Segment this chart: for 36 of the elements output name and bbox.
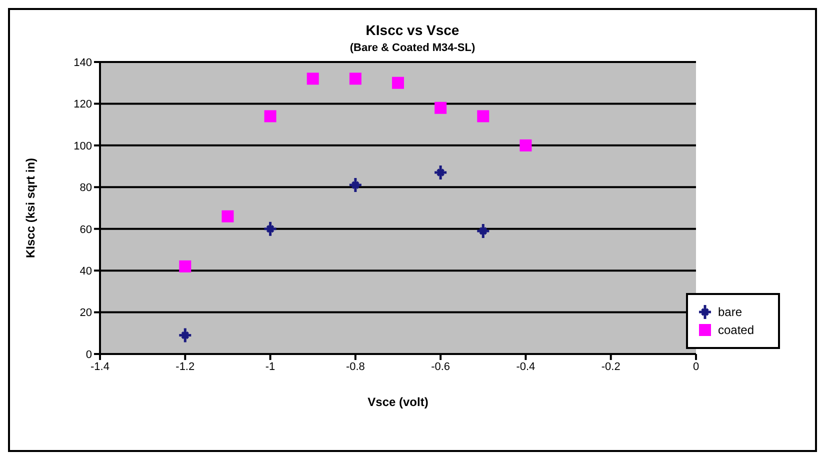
legend-label: coated [718,323,754,337]
chart-subtitle: (Bare & Coated M34-SL) [348,42,476,54]
point [348,176,363,194]
point [263,220,278,238]
point [392,76,404,89]
point [349,72,362,85]
y-tick-label: 140 [74,56,92,69]
y-tick-label: 80 [80,182,92,194]
legend-label: bare [718,305,742,319]
point [264,110,276,122]
chart-title: KIscc vs Vsce [364,22,460,38]
y-tick-label: 40 [80,265,92,278]
x-tick-label: -0.8 [346,360,365,373]
x-tick-label: -1 [265,360,276,373]
point [433,164,448,181]
y-tick-label: 60 [80,224,92,236]
x-axis-title: Vsce (volt) [368,395,428,409]
y-tick-label: 120 [74,98,92,111]
x-tick-label: -1.4 [90,360,110,373]
y-axis-title: KIscc (ksi sqrt in) [23,158,38,258]
x-tick-label: -1.2 [176,360,195,373]
y-tick-label: 0 [86,348,92,361]
point [434,102,447,114]
point [477,110,490,122]
point [520,139,532,152]
y-tick-label: 100 [74,140,92,152]
x-tick-label: -0.2 [601,360,620,373]
point [179,260,192,272]
point [306,72,319,85]
x-tick-label: -0.4 [516,360,536,373]
point [476,222,490,240]
x-tick-label: -0.6 [431,360,450,373]
y-tick-label: 20 [80,307,92,320]
x-tick-label: 0 [692,360,700,373]
point [222,210,234,222]
point [178,326,192,344]
